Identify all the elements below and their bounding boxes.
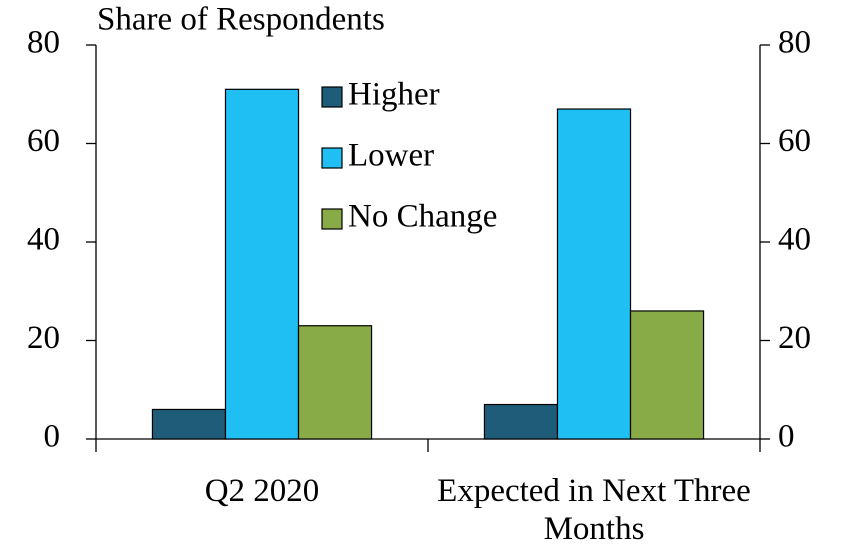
legend-swatch bbox=[321, 86, 343, 108]
bar bbox=[224, 88, 300, 440]
y-tick-label: 60 bbox=[27, 123, 60, 159]
x-tick-label: Q2 2020 bbox=[204, 473, 320, 509]
bar bbox=[297, 325, 373, 440]
chart-title: Share of Respondents bbox=[97, 2, 385, 38]
y2-tick-label: 40 bbox=[778, 222, 811, 258]
x-tick-label: Expected in Next Three Months bbox=[437, 473, 751, 547]
y-tick-label: 20 bbox=[27, 320, 60, 356]
legend-swatch bbox=[321, 208, 343, 230]
legend-swatch bbox=[321, 147, 343, 169]
y2-tick-label: 80 bbox=[778, 25, 811, 61]
y2-tick-label: 0 bbox=[778, 419, 795, 455]
legend-label: No Change bbox=[348, 199, 497, 235]
bar bbox=[151, 408, 227, 440]
y-tick-label: 40 bbox=[27, 222, 60, 258]
legend-label: Higher bbox=[348, 77, 440, 113]
y2-tick-label: 20 bbox=[778, 320, 811, 356]
y-tick-label: 80 bbox=[27, 25, 60, 61]
bar bbox=[629, 310, 705, 440]
y-tick-label: 0 bbox=[44, 419, 61, 455]
bar bbox=[483, 403, 559, 440]
bar bbox=[556, 108, 632, 440]
y2-tick-label: 60 bbox=[778, 123, 811, 159]
legend-label: Lower bbox=[348, 138, 434, 174]
